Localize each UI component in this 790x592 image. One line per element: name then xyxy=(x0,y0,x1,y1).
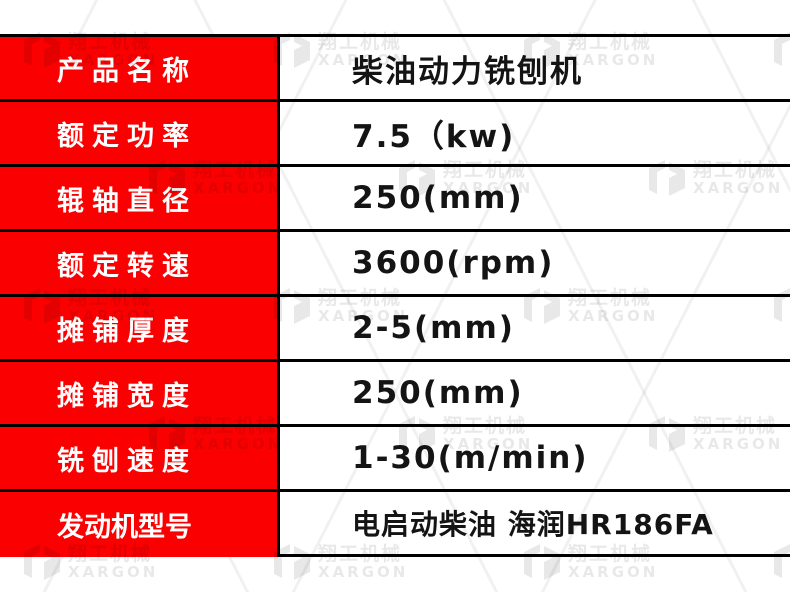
spec-value-cell: 电启动柴油 海润HR186FA xyxy=(280,492,790,557)
table-row: 摊铺宽度 250(mm) xyxy=(0,362,790,427)
product-spec-table: 产品名称 柴油动力铣刨机 额定功率 7.5（kw) 辊轴直径 250(mm) 额… xyxy=(0,34,790,557)
spec-value-cell: 250(mm) xyxy=(280,362,790,427)
spec-value-cell: 2-5(mm) xyxy=(280,297,790,362)
table-row: 铣刨速度 1-30(m/min) xyxy=(0,427,790,492)
spec-label-cell: 发动机型号 xyxy=(0,492,280,557)
table-row: 摊铺厚度 2-5(mm) xyxy=(0,297,790,362)
spec-label-cell: 辊轴直径 xyxy=(0,167,280,232)
table-row: 辊轴直径 250(mm) xyxy=(0,167,790,232)
spec-label: 摊铺厚度 xyxy=(57,315,189,347)
spec-label-cell: 摊铺厚度 xyxy=(0,297,280,362)
spec-value-cell: 250(mm) xyxy=(280,167,790,232)
table-row: 产品名称 柴油动力铣刨机 xyxy=(0,37,790,102)
spec-value-cell: 1-30(m/min) xyxy=(280,427,790,492)
spec-label-cell: 额定功率 xyxy=(0,102,280,167)
spec-label-cell: 额定转速 xyxy=(0,232,280,297)
watermark-text-en: XARGON xyxy=(568,563,659,581)
table-row: 额定转速 3600(rpm) xyxy=(0,232,790,297)
watermark-text-en: XARGON xyxy=(68,563,159,581)
watermark-text-en: XARGON xyxy=(318,563,409,581)
spec-label: 额定转速 xyxy=(57,250,189,282)
spec-label: 发动机型号 xyxy=(57,512,192,543)
spec-value-cell: 3600(rpm) xyxy=(280,232,790,297)
spec-value-cell: 7.5（kw) xyxy=(280,102,790,167)
spec-label: 产品名称 xyxy=(57,55,189,87)
spec-label-cell: 摊铺宽度 xyxy=(0,362,280,427)
spec-value-cell: 柴油动力铣刨机 xyxy=(280,37,790,102)
spec-label-cell: 铣刨速度 xyxy=(0,427,280,492)
spec-label: 铣刨速度 xyxy=(57,445,189,477)
spec-label-cell: 产品名称 xyxy=(0,37,280,102)
spec-label: 摊铺宽度 xyxy=(57,380,189,412)
spec-label: 辊轴直径 xyxy=(57,185,189,217)
table-row: 额定功率 7.5（kw) xyxy=(0,102,790,167)
table-row: 发动机型号 电启动柴油 海润HR186FA xyxy=(0,492,790,557)
spec-label: 额定功率 xyxy=(57,120,189,152)
